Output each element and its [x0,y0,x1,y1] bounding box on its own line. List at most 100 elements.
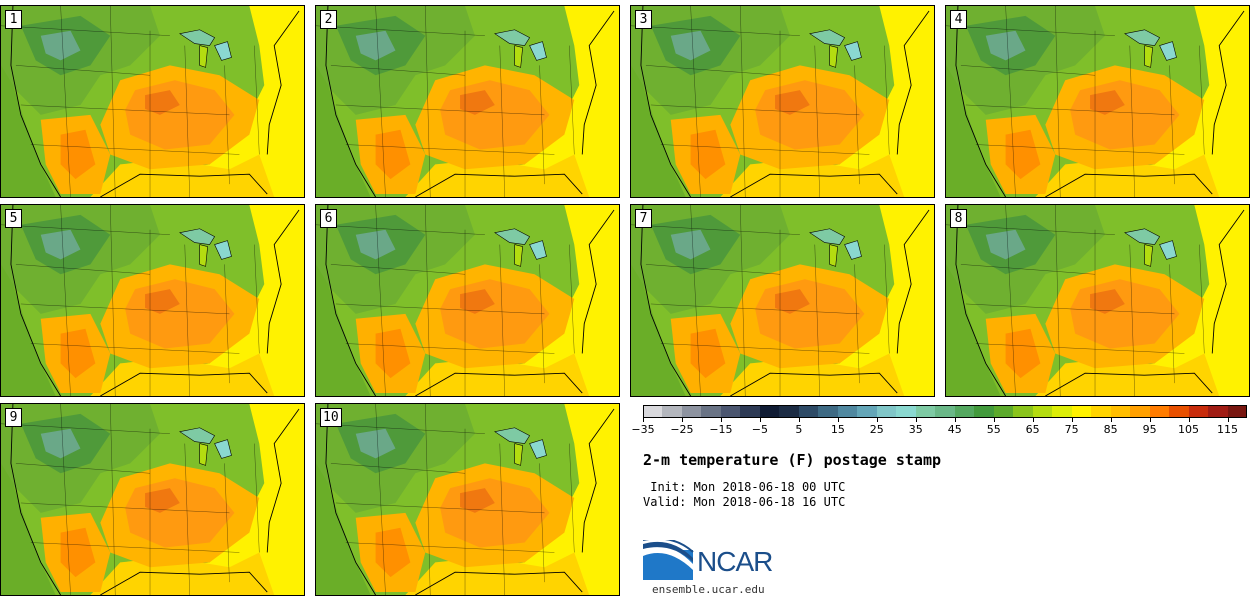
member-number-label: 4 [950,10,967,29]
colorbar-segment [701,405,722,418]
member-number-label: 1 [5,10,22,29]
colorbar-tick-label: 95 [1142,423,1157,436]
colorbar-segment [662,405,683,418]
temperature-map [316,6,619,197]
temperature-map [1,205,304,396]
colorbar-tick-mark [954,418,956,422]
colorbar-segment [993,405,1014,418]
ncar-logo-text: NCAR [697,546,773,577]
colorbar-segment [1091,405,1112,418]
colorbar-segment [1208,405,1228,418]
colorbar-tick-mark [837,418,839,422]
colorbar-tick-label: 55 [986,423,1001,436]
colorbar-tick-label: 65 [1025,423,1040,436]
colorbar-segment [643,405,663,418]
colorbar-tick-label: 15 [830,423,845,436]
chart-title: 2-m temperature (F) postage stamp [643,451,942,469]
member-panel-2: 2 [315,5,620,198]
member-panel-3: 3 [630,5,935,198]
colorbar-segment [798,405,819,418]
colorbar-tick-label: 115 [1217,423,1239,436]
colorbar-tick-mark [993,418,995,422]
colorbar-tick-label: 35 [908,423,923,436]
colorbar-segment [974,405,995,418]
colorbar-segment [876,405,897,418]
colorbar-segment [759,405,780,418]
member-panel-7: 7 [630,204,935,397]
colorbar-segment [954,405,975,418]
colorbar-segment [1032,405,1053,418]
colorbar-segment [935,405,956,418]
member-panel-8: 8 [945,204,1250,397]
colorbar-tick-label: 5 [795,423,803,436]
colorbar-tick-mark [681,418,683,422]
colorbar-tick-label: −15 [709,423,733,436]
temperature-map [946,205,1249,396]
colorbar-tick-mark [720,418,722,422]
member-panel-6: 6 [315,204,620,397]
colorbar-tick-mark [759,418,761,422]
temperature-map [316,404,619,595]
colorbar-tick-mark [915,418,917,422]
colorbar-segment [1149,405,1170,418]
colorbar-segment [1013,405,1034,418]
member-panel-1: 1 [0,5,305,198]
colorbar-tick-label: −25 [670,423,694,436]
colorbar-tick-mark [1071,418,1073,422]
colorbar-tick-mark [1227,418,1229,422]
colorbar-segment [1052,405,1073,418]
member-number-label: 5 [5,209,22,228]
member-number-label: 8 [950,209,967,228]
colorbar-tick-mark [798,418,800,422]
colorbar-segment [857,405,878,418]
colorbar-segment [915,405,936,418]
colorbar-tick-label: 25 [869,423,884,436]
colorbar-tick-label: −35 [631,423,655,436]
member-number-label: 3 [635,10,652,29]
colorbar-segment [1227,405,1248,418]
member-number-label: 2 [320,10,337,29]
colorbar-segment [818,405,839,418]
temperature-map [1,404,304,595]
colorbar-tick-mark [876,418,878,422]
colorbar-tick-label: −5 [751,423,768,436]
colorbar-segment [1130,405,1151,418]
colorbar-tick-label: 75 [1064,423,1079,436]
member-number-label: 9 [5,408,22,427]
member-panel-5: 5 [0,204,305,397]
init-time: Init: Mon 2018-06-18 00 UTC [650,480,846,494]
colorbar-segment [837,405,858,418]
colorbar-segment [779,405,800,418]
member-number-label: 7 [635,209,652,228]
colorbar-tick-mark [1110,418,1112,422]
member-panel-9: 9 [0,403,305,596]
valid-time: Valid: Mon 2018-06-18 16 UTC [643,495,846,509]
colorbar-segment [1110,405,1131,418]
colorbar-tick-mark [1032,418,1034,422]
member-panel-10: 10 [315,403,620,596]
colorbar-tick-label: 45 [947,423,962,436]
member-number-label: 10 [320,408,342,427]
temperature-map [631,6,934,197]
colorbar-segment [720,405,741,418]
temperature-map [316,205,619,396]
colorbar [643,405,1248,422]
colorbar-tick-mark [1149,418,1151,422]
colorbar-tick-mark [643,418,644,422]
temperature-map [946,6,1249,197]
colorbar-tick-mark [1188,418,1190,422]
colorbar-segment [896,405,917,418]
colorbar-segment [1188,405,1209,418]
footer-url: ensemble.ucar.edu [652,583,765,596]
colorbar-tick-label: 105 [1178,423,1200,436]
ncar-logo-icon [643,540,694,580]
member-number-label: 6 [320,209,337,228]
temperature-map [1,6,304,197]
temperature-map [631,205,934,396]
colorbar-frame [643,405,1247,418]
colorbar-tick-label: 85 [1103,423,1118,436]
member-panel-4: 4 [945,5,1250,198]
colorbar-segment [1169,405,1190,418]
colorbar-segment [740,405,761,418]
colorbar-segment [681,405,702,418]
